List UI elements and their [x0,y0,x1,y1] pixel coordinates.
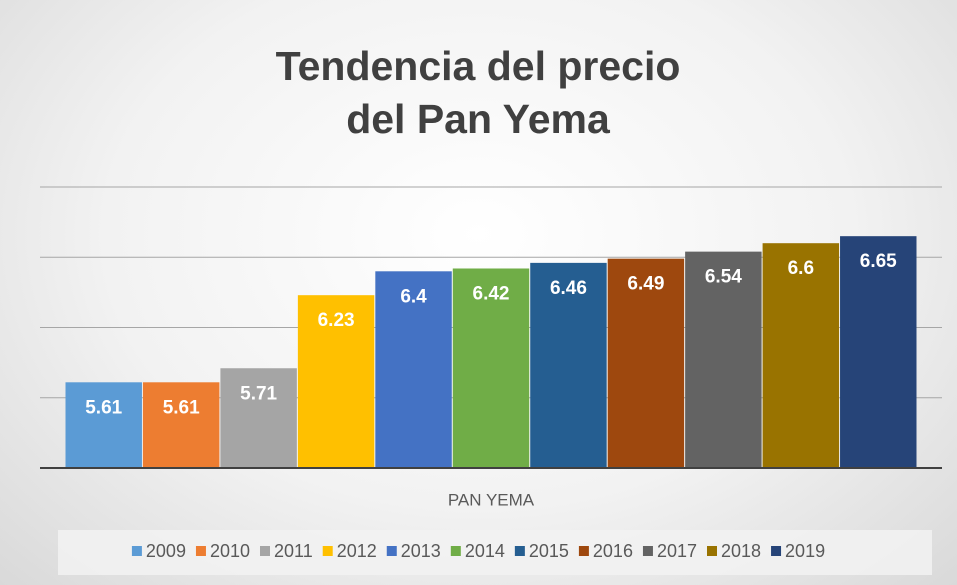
legend-swatch [131,546,142,556]
legend-swatch [771,546,782,556]
legend-label: 2010 [210,541,250,561]
bar [452,268,530,468]
data-label: 5.71 [240,383,277,404]
legend-label: 2013 [401,541,441,561]
bar [65,382,142,468]
bar [142,382,220,468]
bar [530,262,607,468]
legend-label: 2011 [274,541,313,561]
data-label: 6.49 [627,274,664,295]
legend-label: 2009 [146,541,186,561]
data-label: 6.23 [318,310,355,331]
bar [375,271,452,468]
data-label: 6.4 [400,286,427,307]
legend-swatch [707,546,717,556]
data-label: 6.6 [788,258,814,279]
legend-label: 2012 [337,541,377,561]
data-label: 5.61 [163,397,200,418]
bar [607,258,685,468]
bar [762,243,840,468]
legend-swatch [322,546,333,556]
legend-swatch [642,546,653,556]
bar [297,295,375,468]
chart-title: Tendencia del precio del Pan Yema [275,43,681,142]
legend-swatch [578,546,589,556]
bar [220,368,297,468]
legend-label: 2015 [529,541,569,561]
x-tick-label: PAN YEMA [448,490,535,509]
legend-swatch [514,546,525,556]
legend-swatch [450,546,461,556]
legend-label: 2018 [721,541,761,561]
legend-label: 2014 [465,541,505,561]
legend-label: 2019 [785,541,825,561]
data-label: 6.42 [473,284,510,305]
legend-swatch [260,546,270,556]
bar [685,251,762,468]
bar [840,236,917,468]
data-label: 6.65 [860,251,897,272]
data-label: 6.54 [705,267,742,288]
legend-swatch [386,546,397,556]
data-label: 5.61 [85,397,122,418]
legend-label: 2017 [657,541,697,561]
legend-swatch [195,546,206,556]
data-label: 6.46 [550,278,587,299]
legend-label: 2016 [593,541,633,561]
